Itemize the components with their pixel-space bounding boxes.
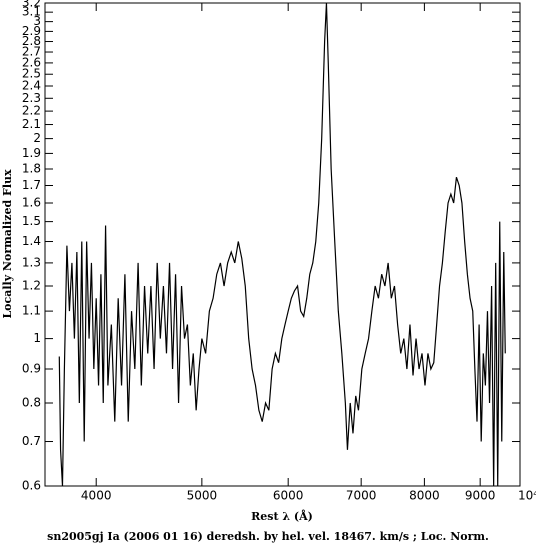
spectrum-line [58, 2, 506, 487]
x-tick-label: 7000 [346, 489, 377, 503]
y-tick-label: 1.3 [22, 255, 41, 269]
y-tick-label: 1.9 [22, 146, 41, 160]
y-tick-label: 2.6 [22, 55, 41, 69]
y-tick-label: 0.7 [22, 434, 41, 448]
y-tick-label: 0.6 [22, 479, 41, 493]
x-axis-label: Rest λ (Å) [251, 509, 313, 523]
x-tick-label: 9000 [465, 489, 496, 503]
x-tick-label: 4000 [81, 489, 112, 503]
x-tick-label: 5000 [187, 489, 218, 503]
y-tick-label: 2.1 [22, 117, 41, 131]
y-tick-label: 1 [33, 331, 41, 345]
y-tick-label: 3.2 [22, 0, 41, 10]
y-tick-label: 0.8 [22, 395, 41, 409]
y-tick-label: 2.7 [22, 45, 41, 59]
y-tick-label: 3 [33, 14, 41, 28]
y-tick-label: 2.5 [22, 67, 41, 81]
y-tick-label: 1.7 [22, 178, 41, 192]
y-tick-label: 2.2 [22, 104, 41, 118]
x-tick-label: 8000 [409, 489, 440, 503]
y-tick-label: 2 [33, 131, 41, 145]
chart-title: sn2005gj Ia (2006 01 16) deredsh. by hel… [47, 530, 489, 543]
y-tick-label: 1.5 [22, 214, 41, 228]
y-tick-label: 3.1 [22, 5, 41, 19]
y-tick-label: 1.4 [22, 234, 41, 248]
x-tick-label: 6000 [273, 489, 304, 503]
y-tick-label: 2.4 [22, 79, 41, 93]
y-tick-label: 1.8 [22, 162, 41, 176]
y-tick-label: 1.2 [22, 279, 41, 293]
plot-frame [44, 2, 521, 487]
y-tick-label: 2.8 [22, 34, 41, 48]
y-tick-label: 1.6 [22, 195, 41, 209]
y-tick-label: 0.9 [22, 362, 41, 376]
y-tick-label: 1.1 [22, 304, 41, 318]
x-tick-label: 10⁴ [518, 489, 536, 503]
y-tick-label: 2.3 [22, 91, 41, 105]
y-axis-label: Locally Normalized Flux [1, 169, 14, 319]
y-tick-label: 2.9 [22, 24, 41, 38]
